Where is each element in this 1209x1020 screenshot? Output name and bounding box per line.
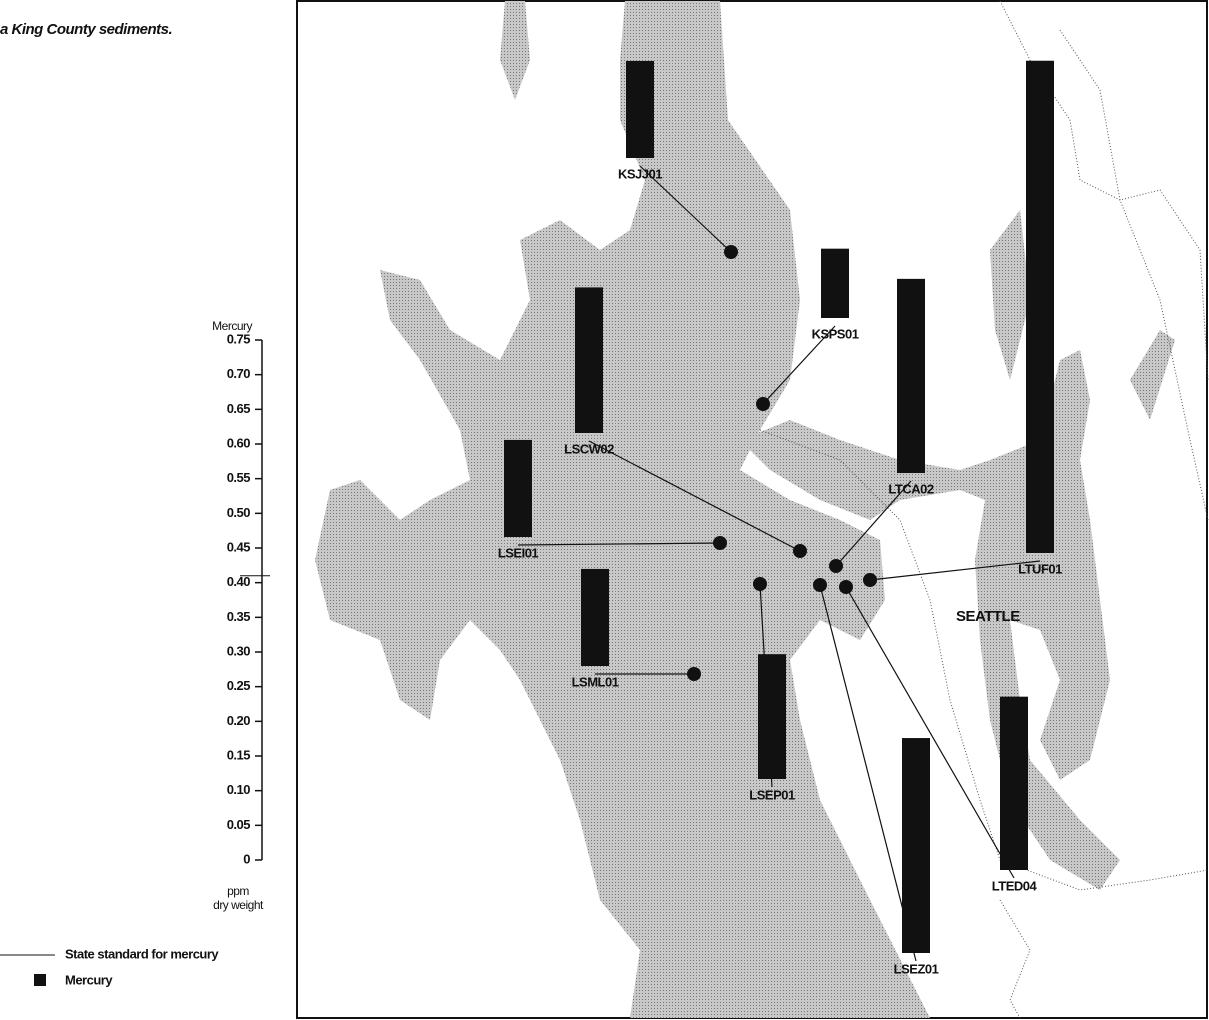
y-tick-label: 0.25 (227, 678, 251, 693)
bar (581, 568, 609, 666)
y-tick-label: 0.35 (227, 609, 251, 624)
y-tick-label: 0.75 (227, 331, 251, 346)
unit-label: ppm (227, 884, 249, 898)
bar (1026, 60, 1054, 553)
bar-label: LTCA02 (888, 481, 933, 496)
boundary (1059, 29, 1209, 521)
map (296, 0, 1209, 1019)
bar (897, 278, 925, 473)
chart-title: a King County sediments. (0, 21, 172, 38)
bar-label: LSEI01 (498, 545, 539, 560)
bar (758, 654, 786, 779)
site-dot (713, 536, 727, 550)
y-tick-label: 0.50 (227, 505, 251, 520)
connector (588, 440, 801, 552)
bar-label: KSJJ01 (618, 166, 662, 181)
site-dot (753, 577, 767, 591)
bar (504, 439, 532, 537)
y-tick-label: 0.30 (227, 643, 251, 658)
bar (821, 248, 849, 318)
legend: State standard for mercury Mercury (0, 946, 220, 987)
y-tick-label: 0.20 (227, 713, 251, 728)
bar-label: LTUF01 (1018, 561, 1062, 576)
site-dot (724, 245, 738, 259)
y-tick-label: 0.65 (227, 401, 251, 416)
connector (639, 165, 732, 253)
bar-label: LSEP01 (749, 787, 795, 802)
connector (762, 325, 836, 405)
y-tick-label: 0.60 (227, 435, 251, 450)
site-dot (839, 580, 853, 594)
y-tick-label: 0.70 (227, 366, 251, 381)
bar (902, 738, 930, 953)
bar-label: LTED04 (992, 878, 1038, 893)
site-dot (756, 397, 770, 411)
site-dot (863, 573, 877, 587)
water (990, 210, 1030, 380)
legend-swatch (34, 974, 46, 986)
site-dot (829, 559, 843, 573)
legend-label: State standard for mercury (65, 946, 219, 961)
connector (845, 586, 1015, 879)
y-tick-label: 0.45 (227, 539, 251, 554)
y-tick-label: 0.15 (227, 747, 251, 762)
connector (835, 480, 912, 567)
bar-label: LSEZ01 (894, 961, 939, 976)
bar-label: LSML01 (572, 674, 619, 689)
unit-label: dry weight (213, 898, 264, 912)
place-label: SEATTLE (956, 608, 1020, 625)
site-dot (793, 544, 807, 558)
y-tick-label: 0.10 (227, 782, 251, 797)
axis-title: Mercury (212, 319, 252, 333)
y-tick-label: 0.55 (227, 470, 251, 485)
legend-label: Mercury (65, 972, 113, 987)
bar (626, 60, 654, 158)
y-tick-label: 0.40 (227, 574, 251, 589)
water (500, 1, 530, 100)
connector (517, 542, 721, 546)
y-tick-label: 0.05 (227, 817, 251, 832)
bar (575, 287, 603, 433)
site-dot (687, 667, 701, 681)
connector (869, 560, 1041, 581)
bar-label: KSPS01 (812, 326, 859, 341)
connector (819, 584, 917, 962)
bar (1000, 696, 1028, 870)
site-dot (813, 578, 827, 592)
water (1130, 330, 1175, 420)
bar-label: LSCW02 (564, 441, 614, 456)
y-tick-label: 0 (243, 851, 250, 866)
